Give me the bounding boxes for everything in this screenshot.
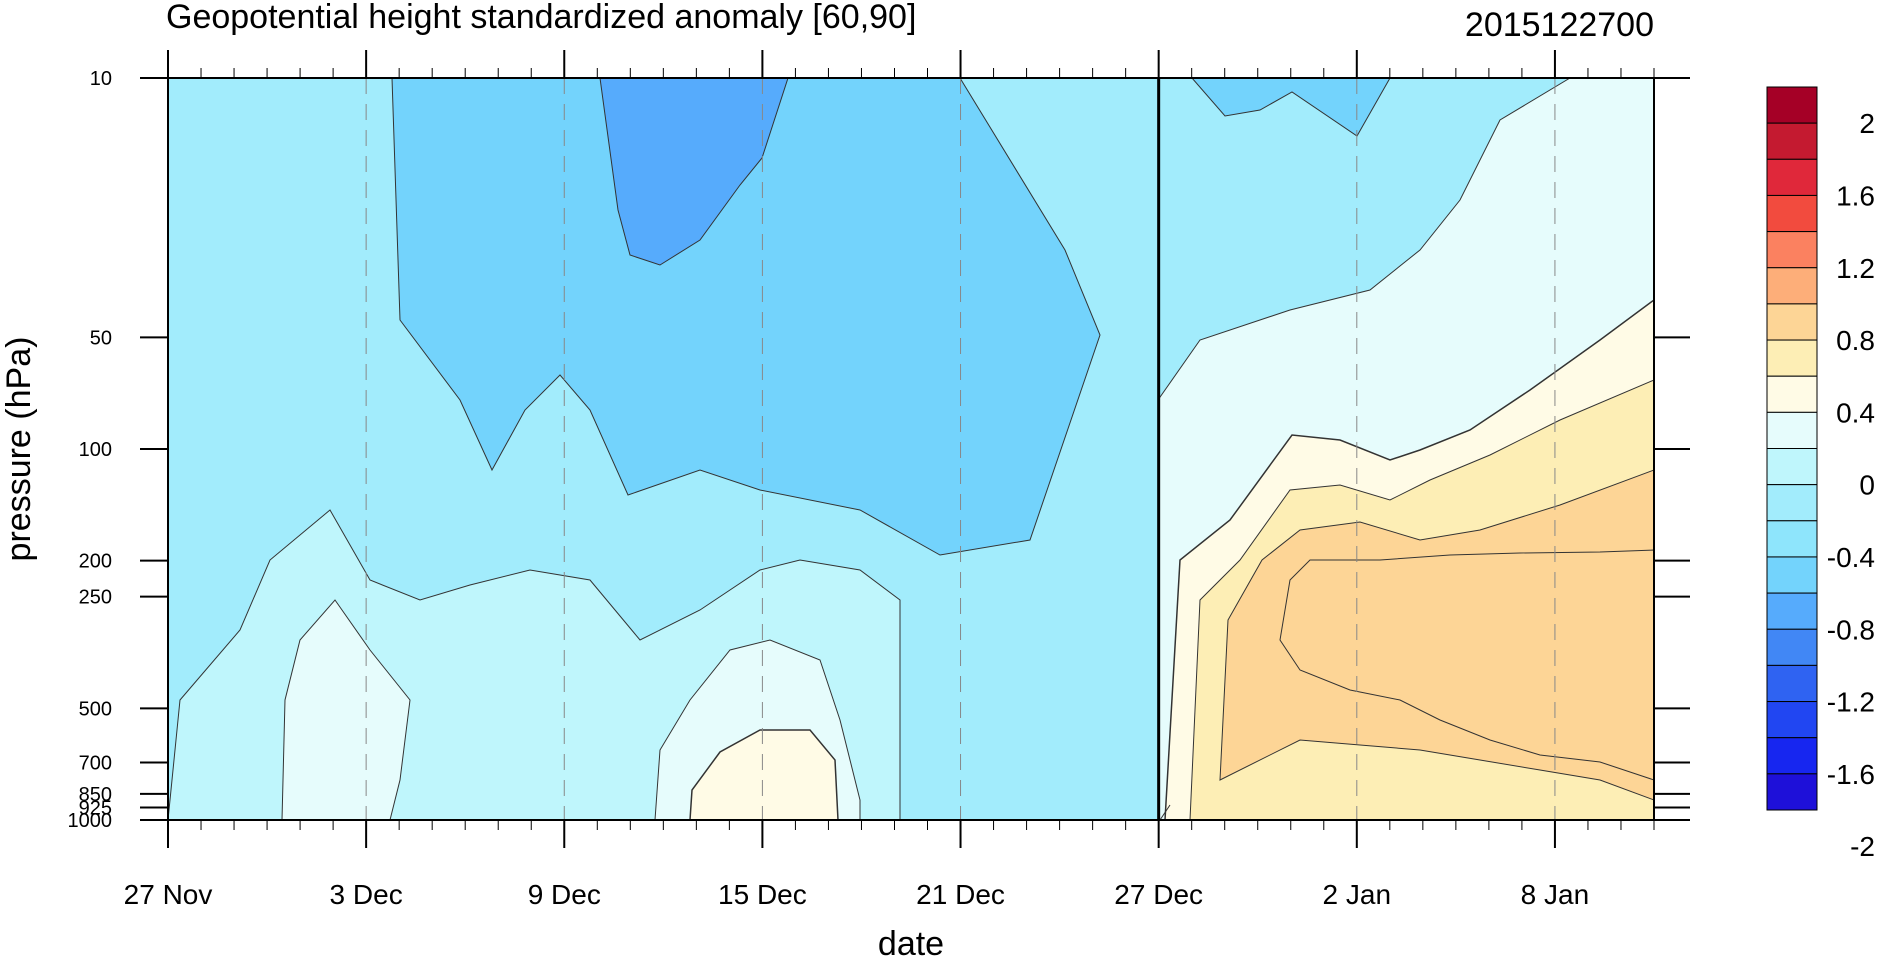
colorbar-swatch-17 [1766,701,1818,739]
colorbar-swatch-14 [1766,592,1818,630]
x-tick-label: 9 Dec [528,879,601,910]
colorbar-label: -0.8 [1827,614,1875,645]
x-tick-label: 21 Dec [916,879,1005,910]
x-tick-label: 27 Dec [1114,879,1203,910]
colorbar-label: 2 [1859,108,1875,139]
y-tick-label: 250 [79,587,112,609]
y-tick-label: 925 [79,797,112,819]
y-tick-label: 100 [79,439,112,461]
colorbar-label: 1.6 [1836,180,1875,211]
colorbar-swatch-11 [1766,484,1818,522]
plot-area [168,78,1654,820]
colorbar-swatch-16 [1766,664,1818,703]
colorbar-swatch-3 [1766,194,1818,233]
day-gridlines [365,78,1556,820]
colorbar-swatch-6 [1766,303,1818,341]
y-tick-label: 500 [79,698,112,720]
colorbar [1766,86,1818,811]
y-tick-label: 1000 [68,810,113,832]
colorbar-labels: 2 1.6 1.2 0.8 0.4 0 -0.4 -0.8 -1.2 -1.6 -2 [1827,108,1875,862]
contour-line-light [1159,804,1171,820]
x-axis-label: date [878,925,944,963]
colorbar-swatch-18 [1766,737,1818,775]
contour-left-lighter [281,599,411,820]
colorbar-swatch-5 [1766,267,1818,305]
contour-mid-yellow [689,729,839,820]
x-tick-label: 15 Dec [718,879,807,910]
colorbar-swatch-13 [1766,556,1818,594]
day-tick-marks [167,68,1655,830]
colorbar-swatch-10 [1766,448,1818,486]
x-tick-label: 27 Nov [124,879,213,910]
colorbar-swatch-9 [1766,411,1818,450]
x-tick-label: 3 Dec [330,879,403,910]
colorbar-swatch-12 [1766,520,1818,558]
contour-top-darkblue [599,78,789,266]
y-tick-label: 850 [79,784,112,806]
contour-right-blue [1191,78,1391,137]
y-tick-label: 700 [79,753,112,775]
colorbar-swatch-15 [1766,628,1818,666]
colorbar-swatch-4 [1766,231,1818,269]
colorbar-swatch-8 [1766,375,1818,413]
colorbar-swatch-1 [1766,122,1818,160]
colorbar-label: 0 [1859,470,1875,501]
colorbar-label: -1.6 [1827,759,1875,790]
chart-title: Geopotential height standardized anomaly… [166,0,916,36]
x-tick-label: 8 Jan [1521,879,1590,910]
colorbar-swatch-19 [1766,773,1818,811]
y-tick-label: 10 [90,68,112,90]
colorbar-swatch-2 [1766,158,1818,196]
colorbar-label: 1.2 [1836,253,1875,284]
x-axis-ticks: 27 Nov 3 Dec 9 Dec 15 Dec 21 Dec 27 Dec 2 Jan 8… [124,50,1590,910]
x-tick-label: 2 Jan [1323,879,1392,910]
colorbar-label: 0.4 [1836,397,1875,428]
y-axis-label: pressure (hPa) [0,337,38,562]
y-tick-label: 200 [79,551,112,573]
colorbar-label: -1.2 [1827,687,1875,718]
colorbar-label: -2 [1850,831,1875,862]
colorbar-label: -0.4 [1827,542,1875,573]
colorbar-label: 0.8 [1836,325,1875,356]
chart-date-code: 2015122700 [1465,6,1654,44]
y-tick-label: 50 [90,327,112,349]
contour-top-blue [391,78,1101,556]
colorbar-swatch-0 [1766,86,1818,124]
colorbar-swatch-7 [1766,339,1818,377]
